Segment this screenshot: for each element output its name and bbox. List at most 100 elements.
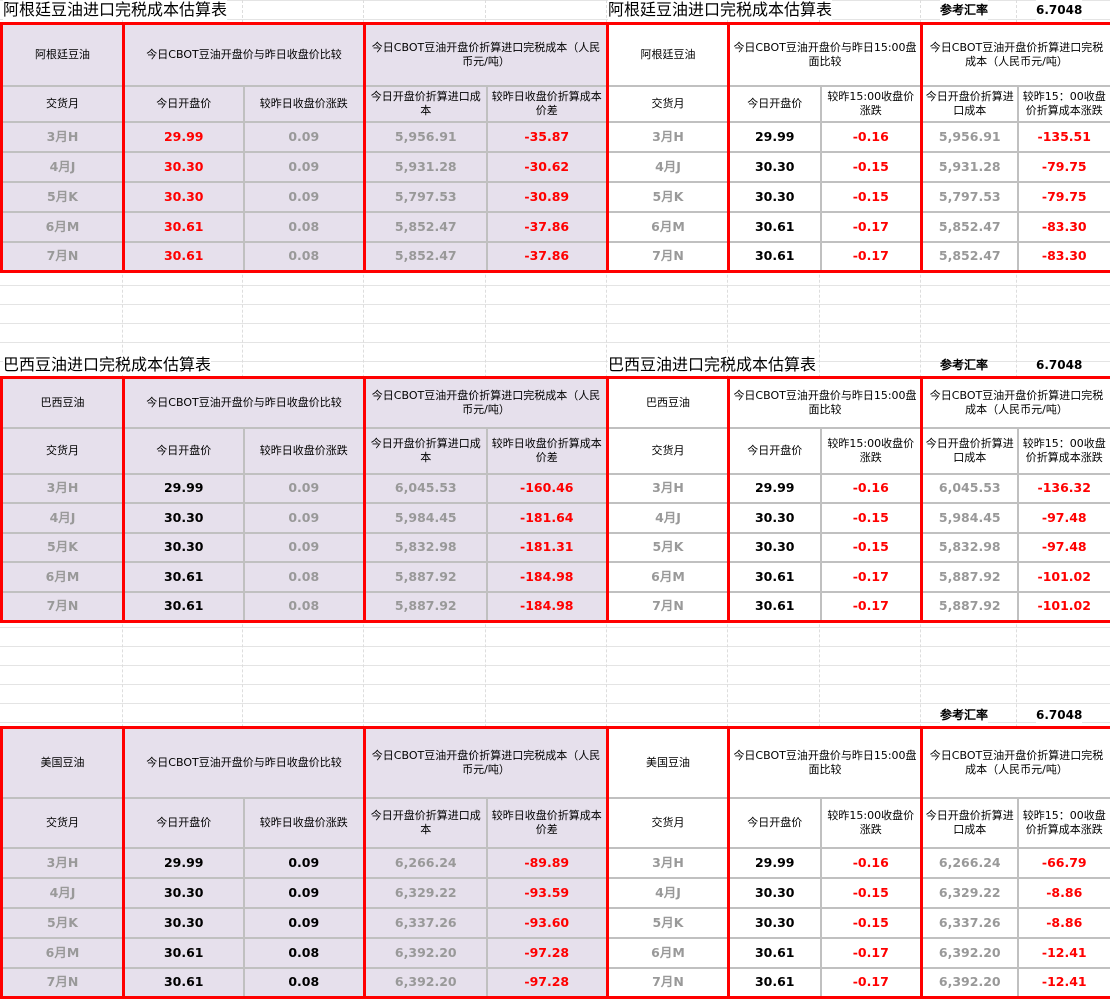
cost-diff-cell[interactable]: -93.59 xyxy=(487,878,608,908)
cost-diff-cell[interactable]: -79.75 xyxy=(1018,152,1110,182)
delivery-month-cell[interactable]: 4月J xyxy=(2,503,124,533)
open-price-cell[interactable]: 30.61 xyxy=(729,938,821,968)
open-price-cell[interactable]: 30.30 xyxy=(124,152,244,182)
price-change-cell[interactable]: -0.15 xyxy=(821,152,922,182)
delivery-month-cell[interactable]: 7月N xyxy=(608,592,729,622)
open-price-cell[interactable]: 30.61 xyxy=(729,212,821,242)
cost-header[interactable]: 今日CBOT豆油开盘价折算进口完税成本（人民币元/吨） xyxy=(365,378,608,428)
delivery-month-cell[interactable]: 4月J xyxy=(2,878,124,908)
cost-diff-cell[interactable]: -66.79 xyxy=(1018,848,1110,878)
product-name-cell[interactable]: 巴西豆油 xyxy=(2,378,124,428)
price-change-cell[interactable]: 0.08 xyxy=(244,212,365,242)
open-price-cell[interactable]: 30.30 xyxy=(124,503,244,533)
open-price-cell[interactable]: 30.61 xyxy=(729,562,821,592)
converted-cost-cell[interactable]: 5,797.53 xyxy=(922,182,1018,212)
cost-diff-cell[interactable]: -97.48 xyxy=(1018,503,1110,533)
price-change-cell[interactable]: -0.17 xyxy=(821,968,922,998)
delivery-month-cell[interactable]: 6月M xyxy=(608,938,729,968)
converted-cost-cell[interactable]: 5,887.92 xyxy=(365,592,487,622)
price-comparison-header[interactable]: 今日CBOT豆油开盘价与昨日15:00盘面比较 xyxy=(729,378,922,428)
delivery-month-cell[interactable]: 3月H xyxy=(2,848,124,878)
open-price-cell[interactable]: 30.30 xyxy=(124,182,244,212)
cost-header[interactable]: 今日CBOT豆油开盘价折算进口完税成本（人民币元/吨） xyxy=(365,24,608,86)
open-price-cell[interactable]: 30.30 xyxy=(124,878,244,908)
cost-header[interactable]: 今日CBOT豆油开盘价折算进口完税成本（人民币元/吨） xyxy=(922,728,1110,798)
cost-header[interactable]: 今日CBOT豆油开盘价折算进口完税成本（人民币元/吨） xyxy=(365,728,608,798)
open-price-cell[interactable]: 30.61 xyxy=(729,968,821,998)
column-header[interactable]: 交货月 xyxy=(608,428,729,474)
open-price-cell[interactable]: 30.30 xyxy=(729,533,821,563)
open-price-cell[interactable]: 30.61 xyxy=(729,592,821,622)
open-price-cell[interactable]: 30.61 xyxy=(124,212,244,242)
delivery-month-cell[interactable]: 6月M xyxy=(608,562,729,592)
open-price-cell[interactable]: 29.99 xyxy=(729,474,821,504)
delivery-month-cell[interactable]: 5月K xyxy=(608,533,729,563)
price-change-cell[interactable]: -0.17 xyxy=(821,938,922,968)
delivery-month-cell[interactable]: 3月H xyxy=(608,122,729,152)
converted-cost-cell[interactable]: 6,392.20 xyxy=(922,938,1018,968)
converted-cost-cell[interactable]: 5,887.92 xyxy=(365,562,487,592)
column-header[interactable]: 交货月 xyxy=(608,798,729,848)
product-name-cell[interactable]: 阿根廷豆油 xyxy=(608,24,729,86)
price-change-cell[interactable]: 0.09 xyxy=(244,474,365,504)
cost-diff-cell[interactable]: -101.02 xyxy=(1018,562,1110,592)
price-change-cell[interactable]: 0.08 xyxy=(244,938,365,968)
cost-diff-cell[interactable]: -83.30 xyxy=(1018,242,1110,272)
converted-cost-cell[interactable]: 6,045.53 xyxy=(365,474,487,504)
column-header[interactable]: 今日开盘价 xyxy=(124,428,244,474)
cost-diff-cell[interactable]: -30.62 xyxy=(487,152,608,182)
open-price-cell[interactable]: 29.99 xyxy=(729,848,821,878)
delivery-month-cell[interactable]: 3月H xyxy=(608,474,729,504)
open-price-cell[interactable]: 30.30 xyxy=(729,503,821,533)
column-header[interactable]: 今日开盘价折算进口成本 xyxy=(922,428,1018,474)
column-header[interactable]: 较昨15：00收盘价折算成本涨跌 xyxy=(1018,86,1110,122)
column-header[interactable]: 今日开盘价折算进口成本 xyxy=(365,86,487,122)
converted-cost-cell[interactable]: 6,045.53 xyxy=(922,474,1018,504)
product-name-cell[interactable]: 美国豆油 xyxy=(608,728,729,798)
delivery-month-cell[interactable]: 7月N xyxy=(2,592,124,622)
price-change-cell[interactable]: 0.08 xyxy=(244,242,365,272)
cost-diff-cell[interactable]: -30.89 xyxy=(487,182,608,212)
price-change-cell[interactable]: 0.09 xyxy=(244,182,365,212)
delivery-month-cell[interactable]: 5月K xyxy=(2,182,124,212)
converted-cost-cell[interactable]: 5,956.91 xyxy=(922,122,1018,152)
open-price-cell[interactable]: 30.61 xyxy=(124,592,244,622)
delivery-month-cell[interactable]: 4月J xyxy=(2,152,124,182)
cost-diff-cell[interactable]: -79.75 xyxy=(1018,182,1110,212)
converted-cost-cell[interactable]: 6,392.20 xyxy=(365,968,487,998)
column-header[interactable]: 今日开盘价 xyxy=(729,86,821,122)
cost-diff-cell[interactable]: -35.87 xyxy=(487,122,608,152)
cost-diff-cell[interactable]: -37.86 xyxy=(487,242,608,272)
open-price-cell[interactable]: 29.99 xyxy=(729,122,821,152)
price-change-cell[interactable]: -0.16 xyxy=(821,848,922,878)
cost-diff-cell[interactable]: -97.28 xyxy=(487,938,608,968)
column-header[interactable]: 交货月 xyxy=(2,428,124,474)
delivery-month-cell[interactable]: 7月N xyxy=(608,242,729,272)
column-header[interactable]: 今日开盘价 xyxy=(729,798,821,848)
column-header[interactable]: 今日开盘价折算进口成本 xyxy=(922,798,1018,848)
open-price-cell[interactable]: 30.30 xyxy=(124,908,244,938)
column-header[interactable]: 较昨15:00收盘价涨跌 xyxy=(821,86,922,122)
cost-diff-cell[interactable]: -136.32 xyxy=(1018,474,1110,504)
converted-cost-cell[interactable]: 5,852.47 xyxy=(922,212,1018,242)
price-change-cell[interactable]: 0.09 xyxy=(244,533,365,563)
open-price-cell[interactable]: 30.61 xyxy=(124,242,244,272)
price-comparison-header[interactable]: 今日CBOT豆油开盘价与昨日15:00盘面比较 xyxy=(729,24,922,86)
converted-cost-cell[interactable]: 5,852.47 xyxy=(365,212,487,242)
converted-cost-cell[interactable]: 6,266.24 xyxy=(365,848,487,878)
price-change-cell[interactable]: -0.16 xyxy=(821,474,922,504)
cost-diff-cell[interactable]: -97.48 xyxy=(1018,533,1110,563)
price-comparison-header[interactable]: 今日CBOT豆油开盘价与昨日收盘价比较 xyxy=(124,24,365,86)
open-price-cell[interactable]: 29.99 xyxy=(124,848,244,878)
delivery-month-cell[interactable]: 5月K xyxy=(2,533,124,563)
column-header[interactable]: 较昨日收盘价折算成本价差 xyxy=(487,428,608,474)
price-change-cell[interactable]: 0.09 xyxy=(244,848,365,878)
cost-header[interactable]: 今日CBOT豆油开盘价折算进口完税成本（人民币元/吨） xyxy=(922,378,1110,428)
column-header[interactable]: 较昨日收盘价涨跌 xyxy=(244,798,365,848)
delivery-month-cell[interactable]: 3月H xyxy=(2,474,124,504)
price-change-cell[interactable]: 0.09 xyxy=(244,908,365,938)
converted-cost-cell[interactable]: 6,329.22 xyxy=(365,878,487,908)
open-price-cell[interactable]: 30.30 xyxy=(729,152,821,182)
converted-cost-cell[interactable]: 6,337.26 xyxy=(365,908,487,938)
cost-diff-cell[interactable]: -101.02 xyxy=(1018,592,1110,622)
